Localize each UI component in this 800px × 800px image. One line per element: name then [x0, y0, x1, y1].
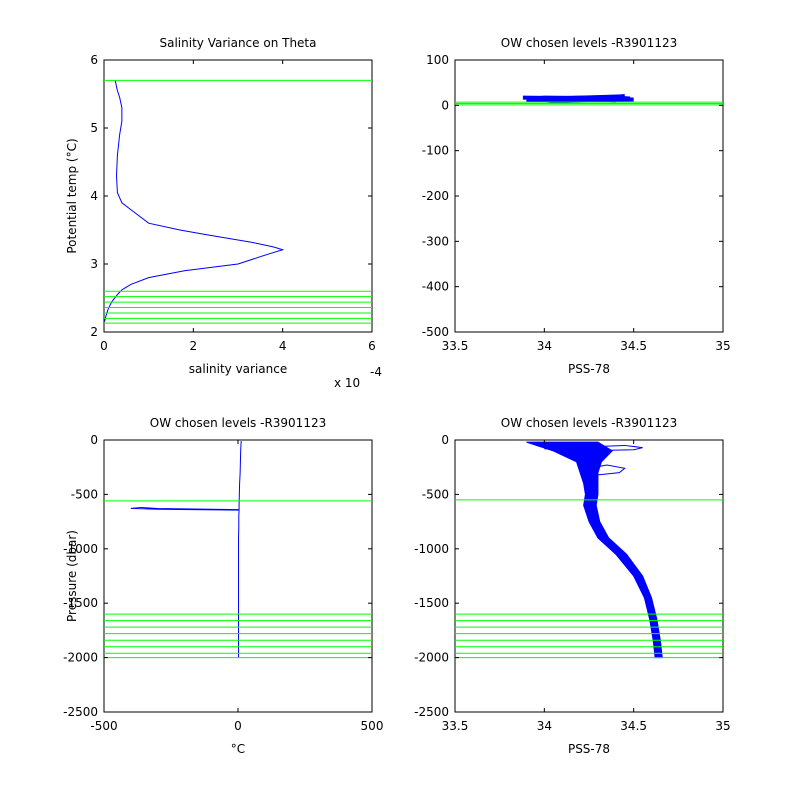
x-tick-label: 34.5: [620, 719, 647, 733]
plot-area: [455, 441, 723, 659]
series-line-1: [526, 95, 631, 103]
plot-title: OW chosen levels -R3901123: [150, 416, 326, 430]
plot-salinity-pressure: 33.5 34 34.5 35 -2500 -2000 -1500 -1000 -500 0 OW …: [414, 416, 731, 756]
y-tick-label: -100: [422, 144, 449, 158]
x-tick-label: 34: [537, 719, 552, 733]
y-tick-label: -500: [422, 487, 449, 501]
y-tick-label: -500: [71, 487, 98, 501]
y-tick-label: -300: [422, 234, 449, 248]
plot-area: [455, 94, 723, 106]
x-tick-label: 33.5: [442, 719, 469, 733]
plot-title: Salinity Variance on Theta: [160, 36, 317, 50]
x-tick-label: 0: [234, 719, 242, 733]
x-axis-label: salinity variance: [189, 362, 288, 376]
y-tick-label: -1000: [414, 542, 449, 556]
plot-area: [104, 79, 372, 324]
x-tick-label: 6: [368, 339, 376, 353]
y-tick-label: -200: [422, 189, 449, 203]
x-tick-label: 33.5: [442, 339, 469, 353]
axes-frame: [103, 59, 373, 333]
x-tick-label: 500: [361, 719, 384, 733]
x-tick-label: 34.5: [620, 339, 647, 353]
y-tick-label: 100: [426, 53, 449, 67]
y-tick-label: -1500: [414, 596, 449, 610]
y-tick-label: 2: [90, 325, 98, 339]
series-line-1: [130, 506, 239, 511]
x-tick-label: 4: [279, 339, 287, 353]
x-axis-label: PSS-78: [568, 742, 610, 756]
y-tick-label: 5: [90, 121, 98, 135]
y-tick-label: -400: [422, 280, 449, 294]
y-tick-label: -2500: [414, 705, 449, 719]
plot-area: [104, 441, 372, 659]
x-multiplier-exponent: -4: [370, 365, 382, 379]
x-tick-label: 0: [100, 339, 108, 353]
y-tick-label: 0: [441, 98, 449, 112]
y-axis-label: Potential temp (°C): [65, 138, 79, 253]
x-tick-label: 35: [715, 719, 730, 733]
y-axis-label: Pressure (dbar): [65, 530, 79, 622]
x-axis-label: PSS-78: [568, 362, 610, 376]
x-multiplier-base: x 10: [334, 376, 360, 390]
y-tick-label: 6: [90, 53, 98, 67]
plot-salinity-levels-top: 33.5 34 34.5 35 -500 -400 -300 -200 -100 0 100 OW c…: [422, 36, 731, 376]
x-tick-label: -500: [90, 719, 117, 733]
plot-temperature-pressure: -500 0 500 -2500 -2000 -1500 -1000 -500 0 OW chos…: [63, 416, 383, 756]
series-line-1: [588, 464, 626, 476]
axes-frame: [103, 439, 373, 713]
y-tick-label: 3: [90, 257, 98, 271]
plot-title: OW chosen levels -R3901123: [501, 36, 677, 50]
x-axis-label: °C: [231, 742, 245, 756]
series-line-2: [535, 442, 643, 452]
y-tick-label: -2500: [63, 705, 98, 719]
y-tick-label: -1500: [63, 596, 98, 610]
x-tick-label: 34: [537, 339, 552, 353]
y-tick-label: -1000: [63, 542, 98, 556]
y-tick-label: 4: [90, 189, 98, 203]
y-tick-label: -2000: [63, 651, 98, 665]
plot-title: OW chosen levels -R3901123: [501, 416, 677, 430]
series-line-0: [561, 445, 660, 658]
x-tick-label: 35: [715, 339, 730, 353]
y-tick-label: -500: [422, 325, 449, 339]
y-tick-label: -2000: [414, 651, 449, 665]
series-line-0: [104, 80, 285, 322]
y-tick-label: 0: [441, 433, 449, 447]
y-tick-label: 0: [90, 433, 98, 447]
x-tick-label: 2: [190, 339, 198, 353]
